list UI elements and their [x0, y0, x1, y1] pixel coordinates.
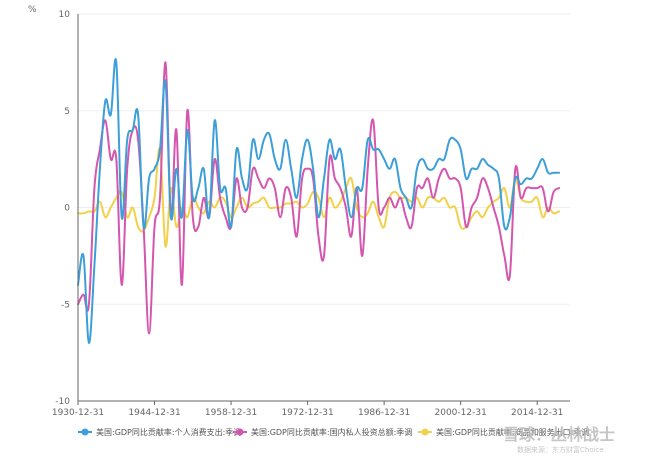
watermark-sub: 数据来源：东方财富Choice: [517, 445, 604, 454]
legend-marker: [81, 428, 89, 436]
legend-marker: [236, 428, 244, 436]
watermark: 雪球：丛林战士 数据来源：东方财富Choice: [503, 425, 615, 454]
series-lines: [77, 58, 561, 344]
x-tick-labels: 1930-12-31 1944-12-31 1958-12-31 1972-12-31…: [52, 408, 564, 418]
legend-label: 美国:GDP同比贡献率:商品和服务出口:季调: [436, 427, 589, 437]
legend-item-3[interactable]: 美国:GDP同比贡献率:商品和服务出口:季调: [418, 427, 589, 437]
x-tick-label: 1930-12-31: [52, 408, 104, 418]
y-tick-label: 0: [64, 204, 70, 214]
y-unit-label: %: [28, 5, 37, 15]
grid: [78, 13, 570, 305]
y-tick-label: 5: [64, 107, 70, 117]
x-tick-label: 2000-12-31: [435, 408, 487, 418]
legend-marker: [421, 428, 429, 436]
y-tick-label: -5: [61, 300, 70, 310]
y-tick-label: -10: [55, 397, 70, 407]
series-line-1: [77, 58, 561, 344]
watermark-main: 雪球：丛林战士: [503, 425, 615, 444]
legend-item-2[interactable]: 美国:GDP同比贡献率:国内私人投资总额:季调: [233, 427, 412, 437]
x-tick-label: 1958-12-31: [205, 408, 257, 418]
legend-label: 美国:GDP同比贡献率:国内私人投资总额:季调: [251, 427, 412, 437]
y-tick-label: 10: [59, 10, 71, 20]
x-tick-label: 1986-12-31: [358, 408, 410, 418]
x-tick-label: 1972-12-31: [281, 408, 333, 418]
series-line-3: [77, 147, 561, 248]
legend-item-1[interactable]: 美国:GDP同比贡献率:个人消费支出:季调: [78, 427, 241, 437]
x-tick-label: 1944-12-31: [128, 408, 180, 418]
series-line-2: [77, 61, 561, 335]
legend: 美国:GDP同比贡献率:个人消费支出:季调 美国:GDP同比贡献率:国内私人投资总…: [78, 427, 589, 437]
legend-label: 美国:GDP同比贡献率:个人消费支出:季调: [96, 427, 241, 437]
x-tick-label: 2014-12-31: [511, 408, 563, 418]
y-tick-labels: -10 -5 0 5 10: [55, 10, 70, 407]
axes: [77, 14, 570, 405]
